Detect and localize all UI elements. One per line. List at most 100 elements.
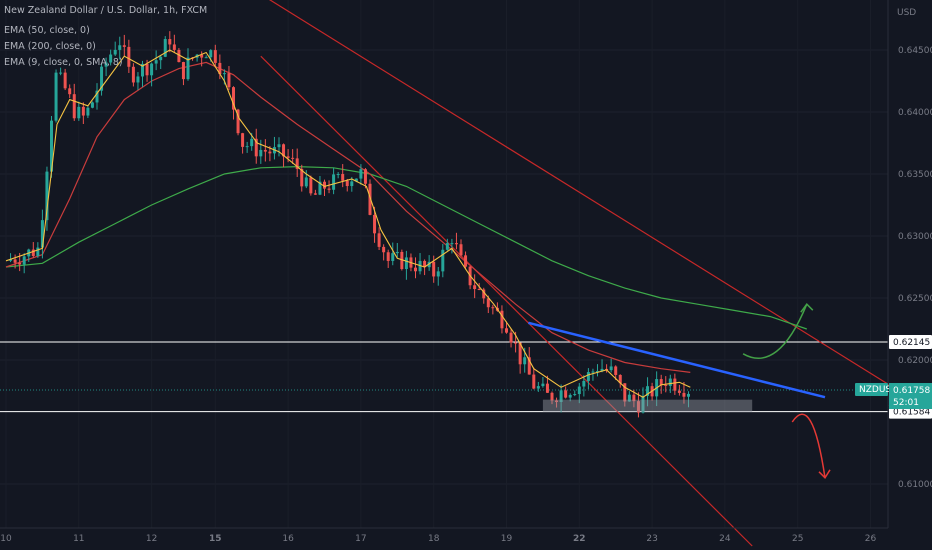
- candle-body: [386, 252, 390, 261]
- candle-body: [127, 46, 131, 67]
- candle-body: [664, 384, 668, 386]
- candle-body: [172, 44, 176, 50]
- candle-body: [118, 45, 122, 50]
- candle-body: [227, 73, 231, 88]
- bullish-arrowhead: [800, 303, 814, 313]
- candle-body: [291, 157, 295, 159]
- candle-body: [277, 144, 281, 148]
- candle-body: [423, 260, 427, 268]
- candle-body: [18, 262, 22, 265]
- candle-body: [268, 151, 272, 154]
- candle-body: [441, 249, 445, 272]
- candle-body: [354, 178, 358, 182]
- candle-body: [491, 307, 495, 309]
- candle-body: [141, 63, 144, 77]
- candle-body: [391, 253, 395, 261]
- candle-body: [523, 357, 527, 365]
- candle-body: [59, 72, 63, 74]
- ema-9-path: [5, 49, 691, 398]
- chart-title: New Zealand Dollar / U.S. Dollar, 1h, FX…: [4, 5, 208, 16]
- candle-body: [309, 177, 313, 194]
- time-tick-label: 26: [865, 534, 877, 544]
- candle-body: [86, 107, 90, 116]
- candle-body: [145, 63, 149, 76]
- candle-body: [477, 289, 481, 291]
- candle-body: [327, 188, 331, 190]
- candle-body: [36, 247, 40, 256]
- candle-body: [350, 181, 354, 187]
- candle-body: [77, 106, 81, 119]
- candle-body: [100, 66, 104, 91]
- support-zone: [542, 399, 753, 413]
- candle-body: [81, 106, 85, 116]
- time-tick-label: 11: [73, 534, 84, 544]
- candle-body: [122, 45, 126, 47]
- candle-body: [31, 249, 35, 256]
- candle-body: [204, 57, 208, 59]
- candle-body: [318, 181, 322, 195]
- candle-body: [559, 390, 563, 403]
- candle-body: [154, 60, 158, 64]
- candle-body: [241, 133, 245, 147]
- candle-body: [245, 146, 249, 148]
- time-tick-label: 25: [792, 534, 803, 544]
- candle-body: [359, 169, 363, 179]
- time-tick-label: 23: [646, 534, 657, 544]
- candle-body: [345, 180, 349, 187]
- candle-body: [90, 102, 94, 108]
- resistance-price-tag-text: 0.62145: [893, 338, 930, 348]
- candle-body: [432, 261, 436, 277]
- candle-body: [218, 62, 222, 75]
- candle-body: [373, 214, 377, 234]
- candle-body: [363, 169, 367, 184]
- candle-body: [555, 400, 559, 403]
- candle-body: [286, 156, 290, 158]
- horizontal-levels[interactable]: [0, 341, 888, 413]
- candle-body: [263, 149, 267, 152]
- candle-body: [200, 54, 204, 58]
- candle-body: [254, 138, 258, 157]
- candle-body: [323, 181, 326, 189]
- symbol-tag-text: NZDUSD: [859, 385, 898, 395]
- bearish-arrowhead: [818, 469, 831, 479]
- candle-body: [213, 50, 217, 63]
- ema-50-path: [5, 61, 691, 373]
- candle-body: [336, 174, 340, 176]
- price-tick-label: 0.61000: [898, 480, 932, 490]
- price-axis[interactable]: 0.64500 0.64000 0.63500 0.63000 0.62500 0.620…: [887, 0, 932, 528]
- candle-body: [186, 57, 190, 80]
- candle-body: [577, 386, 581, 395]
- candle-body: [591, 371, 595, 373]
- candle-body: [482, 289, 486, 299]
- candle-body: [68, 88, 72, 95]
- candle-body: [341, 174, 345, 181]
- channel-line: [260, 55, 753, 547]
- candle-body: [250, 138, 254, 147]
- candle-body: [104, 62, 108, 67]
- indicator-ema-9-label[interactable]: EMA (9, close, 0, SMA, 8): [4, 57, 123, 68]
- time-tick-label: 16: [282, 534, 294, 544]
- candle-body: [573, 394, 577, 396]
- candle-body: [177, 49, 181, 63]
- time-tick-label: 12: [146, 534, 157, 544]
- drawings[interactable]: [528, 303, 831, 479]
- indicator-ema-200-label[interactable]: EMA (200, close, 0): [4, 41, 96, 52]
- countdown-text: 52:01: [893, 398, 919, 408]
- candle-body: [586, 372, 590, 381]
- descending-channel[interactable]: [260, 0, 932, 547]
- price-tick-label: 0.62500: [898, 294, 932, 304]
- time-axis[interactable]: 10 11 12 15 16 17 18 19 22 23 24 25 26: [0, 527, 888, 544]
- candle-body: [541, 383, 545, 387]
- time-tick-label: 18: [428, 534, 440, 544]
- candle-body: [545, 383, 549, 393]
- candle-body: [232, 87, 235, 110]
- indicator-ema-50-label[interactable]: EMA (50, close, 0): [4, 25, 90, 36]
- candle-body: [236, 109, 240, 134]
- candle-body: [109, 54, 113, 63]
- candle-body: [63, 72, 67, 89]
- candle-body: [459, 244, 463, 256]
- candle-body: [505, 328, 508, 333]
- candle-body: [673, 378, 677, 391]
- candle-body: [677, 390, 681, 393]
